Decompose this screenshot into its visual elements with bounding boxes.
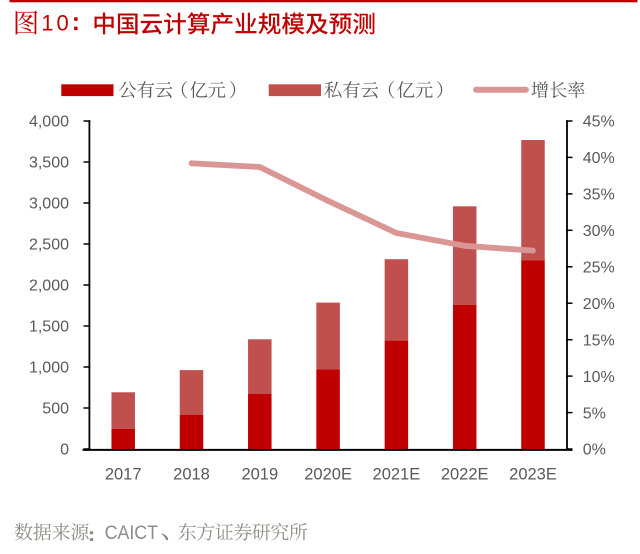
svg-text:5%: 5% [583, 405, 606, 422]
svg-text:0: 0 [57, 10, 69, 35]
svg-text:15%: 15% [583, 332, 615, 349]
svg-text:45%: 45% [583, 114, 615, 131]
svg-text:20%: 20% [583, 296, 615, 313]
svg-text:1,500: 1,500 [29, 319, 69, 336]
svg-text:10%: 10% [583, 369, 615, 386]
svg-text:3,000: 3,000 [29, 196, 69, 213]
svg-text:25%: 25% [583, 260, 615, 277]
svg-text:CAICT: CAICT [105, 523, 159, 544]
svg-text:35%: 35% [583, 187, 615, 204]
svg-text:4,000: 4,000 [29, 114, 69, 131]
svg-text:2021E: 2021E [373, 466, 421, 484]
svg-text:2022E: 2022E [441, 466, 489, 484]
svg-text:2019: 2019 [241, 466, 278, 484]
svg-text:500: 500 [42, 401, 69, 418]
svg-text:2,500: 2,500 [29, 237, 69, 254]
svg-text:40%: 40% [583, 150, 615, 167]
svg-text:2020E: 2020E [304, 466, 352, 484]
svg-text:1: 1 [41, 10, 53, 35]
svg-text:2023E: 2023E [509, 466, 557, 484]
svg-text:0: 0 [60, 442, 69, 459]
svg-text:30%: 30% [583, 223, 615, 240]
svg-text:1,000: 1,000 [29, 360, 69, 377]
svg-text:2,000: 2,000 [29, 278, 69, 295]
svg-text:3,500: 3,500 [29, 155, 69, 172]
svg-text:2017: 2017 [105, 466, 142, 484]
svg-text:0%: 0% [583, 442, 606, 459]
svg-text:2018: 2018 [173, 466, 210, 484]
